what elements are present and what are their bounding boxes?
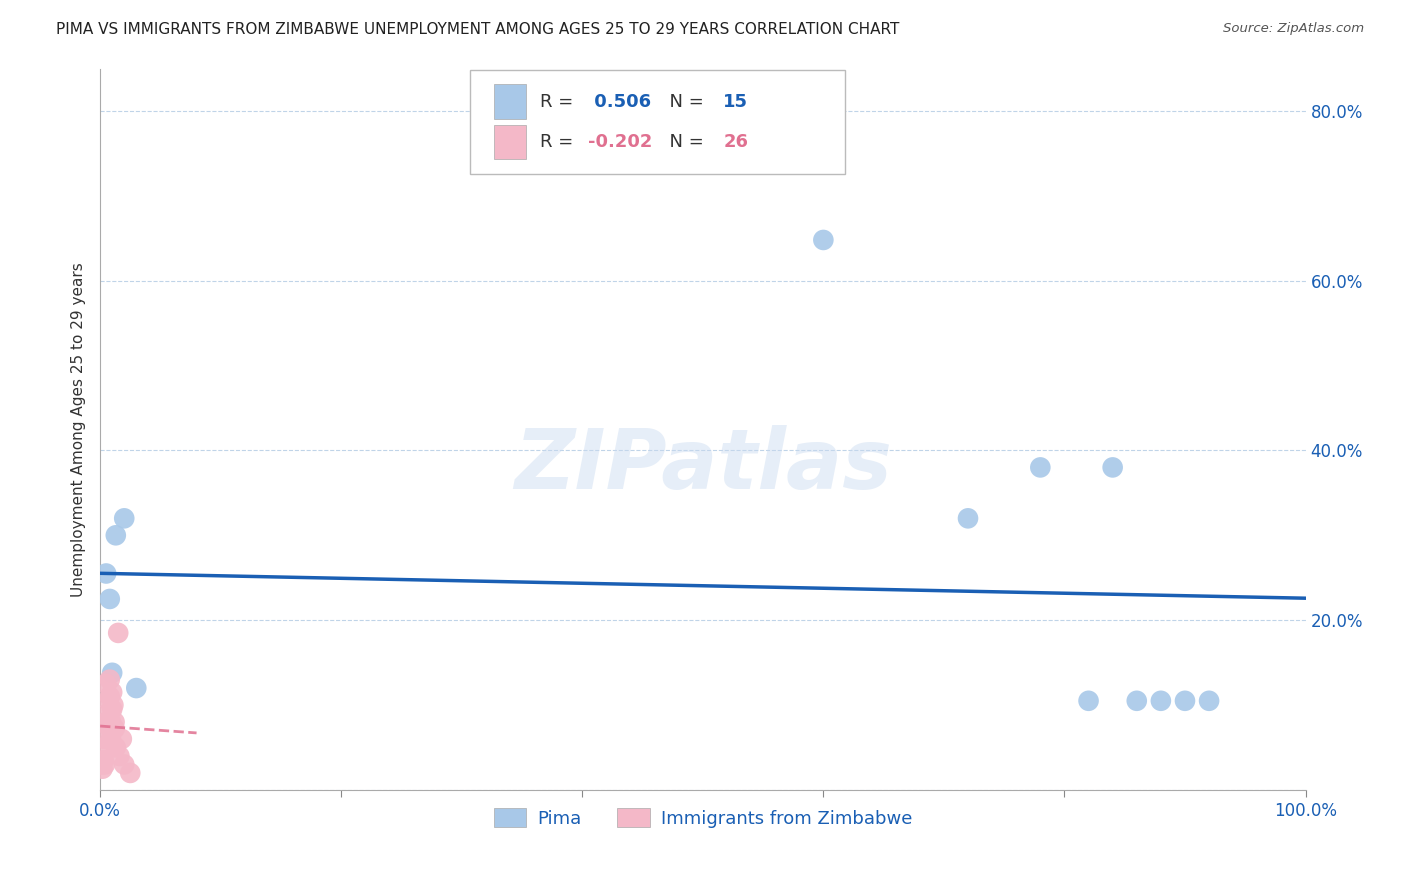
Point — [1101, 460, 1123, 475]
Point — [1077, 694, 1099, 708]
Point — [100, 731, 122, 746]
Text: R =: R = — [540, 133, 579, 151]
Point — [98, 591, 121, 606]
Point — [112, 511, 135, 525]
Point — [1198, 694, 1220, 708]
Point — [93, 753, 115, 767]
Point — [112, 757, 135, 772]
Point — [1126, 694, 1149, 708]
Point — [101, 665, 124, 680]
Point — [97, 719, 120, 733]
FancyBboxPatch shape — [495, 85, 526, 119]
Point — [94, 757, 117, 772]
Text: PIMA VS IMMIGRANTS FROM ZIMBABWE UNEMPLOYMENT AMONG AGES 25 TO 29 YEARS CORRELAT: PIMA VS IMMIGRANTS FROM ZIMBABWE UNEMPLO… — [56, 22, 900, 37]
Point — [1150, 694, 1173, 708]
Point — [98, 690, 121, 704]
Text: -0.202: -0.202 — [588, 133, 652, 151]
Point — [98, 673, 121, 687]
Point — [97, 694, 120, 708]
Text: 0.506: 0.506 — [588, 93, 651, 111]
Point — [96, 677, 118, 691]
Point — [104, 528, 127, 542]
Text: R =: R = — [540, 93, 579, 111]
FancyBboxPatch shape — [495, 125, 526, 160]
Text: ZIPatlas: ZIPatlas — [513, 425, 891, 506]
Point — [100, 714, 122, 729]
Point — [93, 740, 115, 755]
Point — [108, 748, 131, 763]
Point — [1029, 460, 1052, 475]
Point — [956, 511, 979, 525]
Point — [104, 722, 127, 736]
Text: Source: ZipAtlas.com: Source: ZipAtlas.com — [1223, 22, 1364, 36]
Point — [90, 757, 112, 772]
Point — [104, 740, 127, 755]
Y-axis label: Unemployment Among Ages 25 to 29 years: Unemployment Among Ages 25 to 29 years — [72, 262, 86, 597]
Point — [107, 626, 129, 640]
Text: N =: N = — [658, 133, 710, 151]
Text: 15: 15 — [723, 93, 748, 111]
Point — [104, 714, 127, 729]
Point — [94, 731, 117, 746]
Text: N =: N = — [658, 93, 710, 111]
Point — [96, 566, 118, 581]
FancyBboxPatch shape — [470, 70, 845, 174]
Point — [91, 762, 114, 776]
Point — [101, 702, 124, 716]
Text: 26: 26 — [723, 133, 748, 151]
Point — [96, 714, 118, 729]
Point — [125, 681, 148, 695]
Point — [101, 685, 124, 699]
Point — [120, 766, 142, 780]
Point — [1174, 694, 1197, 708]
Point — [813, 233, 835, 247]
Point — [103, 698, 125, 712]
Legend: Pima, Immigrants from Zimbabwe: Pima, Immigrants from Zimbabwe — [486, 801, 920, 835]
Point — [96, 706, 118, 721]
Point — [111, 731, 134, 746]
